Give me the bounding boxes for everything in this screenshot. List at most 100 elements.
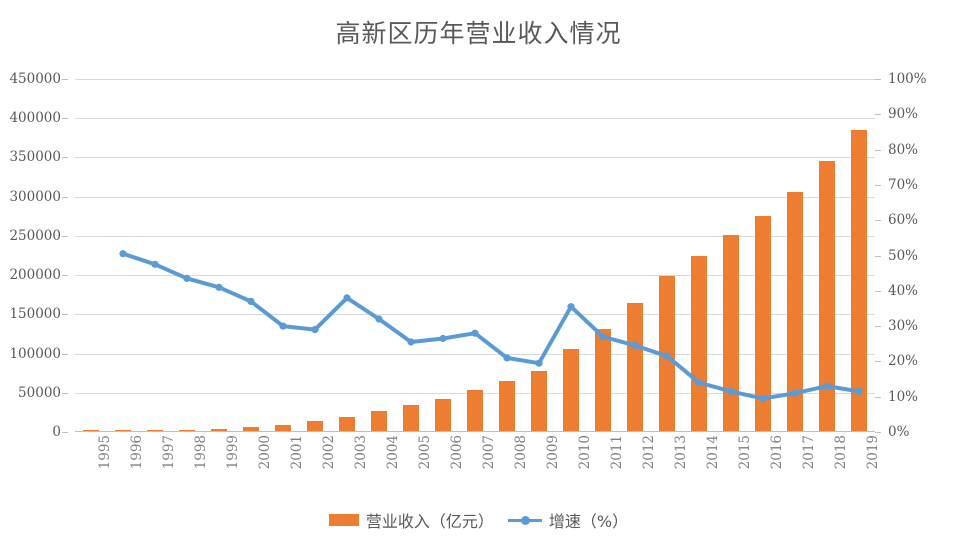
- y-right-tick-mark: [875, 184, 881, 186]
- x-axis-tick-label: 2007: [481, 435, 497, 470]
- x-axis-tick-label: 2008: [513, 435, 529, 470]
- bar: [691, 255, 707, 432]
- line-marker: [791, 389, 799, 397]
- legend-bar-swatch-icon: [328, 514, 359, 526]
- y-left-tick-label: 300000: [9, 188, 61, 205]
- legend-label: 营业收入（亿元）: [365, 512, 494, 531]
- gridline: [75, 353, 875, 355]
- y-right-tick-label: 30%: [888, 318, 919, 335]
- y-left-tick-mark: [62, 353, 68, 355]
- y-right-tick-mark: [875, 79, 881, 80]
- line-marker: [695, 379, 703, 387]
- bar: [467, 390, 483, 432]
- line-marker: [855, 387, 863, 395]
- x-axis-tick-label: 1999: [225, 435, 241, 470]
- y-right-tick-label: 80%: [888, 141, 919, 158]
- gridline: [75, 275, 875, 277]
- bar: [531, 371, 547, 432]
- line-marker: [567, 303, 575, 311]
- line-marker: [407, 338, 415, 346]
- y-right-tick-mark: [875, 361, 881, 363]
- line-marker: [119, 250, 127, 258]
- gridline: [75, 314, 875, 316]
- y-right-tick-label: 70%: [888, 176, 919, 193]
- bar: [499, 381, 515, 432]
- y-right-tick-mark: [875, 432, 881, 433]
- x-axis-tick-label: 2014: [705, 435, 721, 470]
- x-axis-tick-label: 2003: [353, 435, 369, 470]
- line-marker: [279, 322, 287, 330]
- bar: [755, 216, 771, 432]
- legend-item[interactable]: 增速（%）: [507, 508, 628, 532]
- line-marker: [375, 315, 383, 323]
- y-right-tick-mark: [875, 220, 881, 222]
- line-marker: [343, 294, 351, 302]
- x-axis-tick-label: 2006: [449, 435, 465, 470]
- gridline: [75, 196, 875, 198]
- line-marker: [183, 274, 191, 282]
- gridline: [75, 79, 875, 80]
- line-marker: [247, 297, 255, 305]
- y-right-tick-mark: [875, 290, 881, 292]
- line-marker: [503, 354, 511, 362]
- plot-area: [75, 79, 875, 432]
- line-marker: [759, 394, 767, 403]
- y-left-tick-mark: [62, 314, 68, 316]
- y-right-tick-label: 10%: [888, 388, 919, 405]
- line-path: [121, 251, 861, 401]
- bar: [819, 160, 835, 432]
- x-axis-tick-label: 2005: [417, 435, 433, 470]
- legend-item[interactable]: 营业收入（亿元）: [328, 508, 494, 532]
- bar: [851, 129, 867, 432]
- y-right-tick-mark: [875, 149, 881, 151]
- y-left-tick-mark: [62, 275, 68, 277]
- x-axis-tick-label: 2011: [609, 435, 625, 470]
- bar: [179, 429, 195, 432]
- x-axis-baseline: [75, 431, 875, 432]
- x-axis-tick-label: 2019: [865, 435, 881, 470]
- x-axis-tick-label: 2016: [769, 435, 785, 470]
- line-marker: [215, 283, 223, 291]
- bar: [723, 234, 739, 432]
- y-left-tick-mark: [62, 235, 68, 237]
- y-left-tick-mark: [62, 196, 68, 198]
- x-axis-tick-label: 1998: [193, 435, 209, 470]
- bar: [403, 405, 419, 432]
- line-marker: [727, 387, 735, 395]
- y-left-tick-label: 400000: [9, 110, 61, 127]
- x-axis-tick-label: 2017: [801, 435, 817, 470]
- line-marker: [471, 329, 479, 337]
- x-axis-tick-label: 2015: [737, 435, 753, 470]
- y-right-tick-label: 0%: [888, 424, 910, 440]
- y-left-tick-mark: [62, 432, 68, 433]
- bar: [595, 328, 611, 432]
- x-axis-tick-label: 1995: [97, 435, 113, 470]
- line-marker: [631, 341, 639, 350]
- y-axis-left: 0 50000 100000 150000 200000 250000 300000 3500…: [0, 71, 68, 440]
- y-left-tick-label: 450000: [9, 71, 61, 87]
- line-marker: [663, 352, 671, 360]
- x-axis-tick-label: 2018: [833, 435, 849, 470]
- line-marker: [823, 382, 831, 390]
- bar: [563, 349, 579, 432]
- line-series-layer: [119, 250, 863, 403]
- y-right-tick-label: 40%: [888, 282, 919, 299]
- bar-series-layer: [75, 79, 875, 432]
- y-left-tick-label: 100000: [9, 345, 61, 362]
- gridline: [75, 118, 875, 120]
- line-marker: [535, 359, 543, 367]
- y-left-tick-label: 150000: [9, 306, 61, 323]
- x-axis-tick-label: 2010: [577, 435, 593, 470]
- x-axis-tick-label: 2012: [641, 435, 657, 470]
- y-right-tick-label: 90%: [888, 106, 919, 123]
- x-axis-labels: 1995 1996 1997 1998 1999 2000 2001 2002 2003 2004…: [75, 435, 881, 497]
- x-axis-tick-label: 2013: [673, 435, 689, 470]
- y-left-tick-mark: [62, 118, 68, 120]
- bar: [243, 427, 259, 432]
- x-axis-tick-label: 2002: [321, 435, 337, 470]
- line-marker: [439, 334, 447, 343]
- gridline: [75, 235, 875, 237]
- y-right-tick-label: 20%: [888, 353, 919, 370]
- line-marker: [599, 333, 607, 341]
